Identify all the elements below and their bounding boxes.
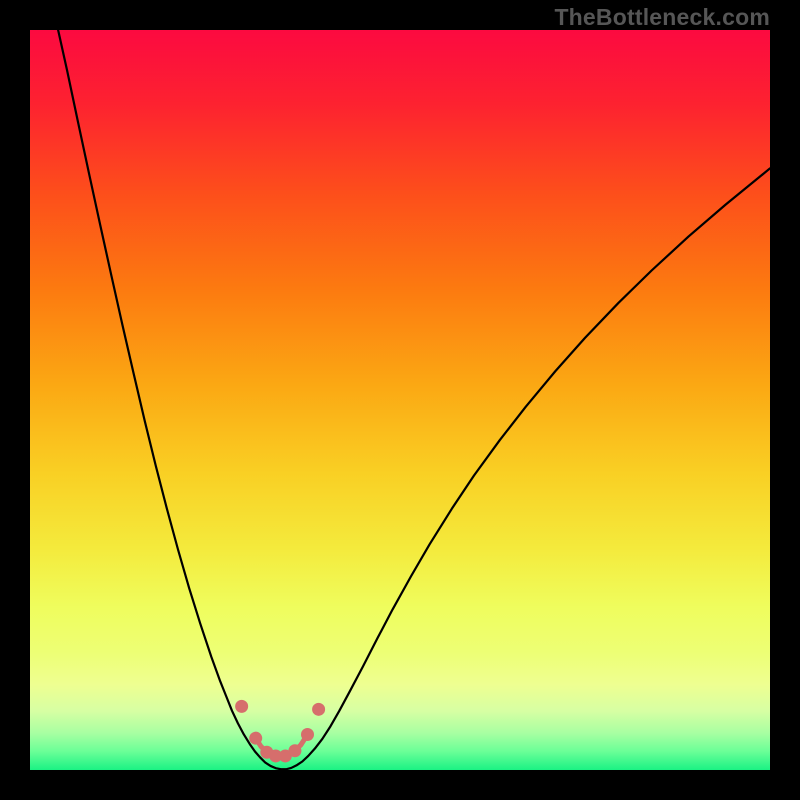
plot-area bbox=[30, 30, 770, 770]
data-marker bbox=[312, 703, 325, 716]
data-marker bbox=[249, 732, 262, 745]
chart-svg bbox=[30, 30, 770, 770]
gradient-background bbox=[30, 30, 770, 770]
data-marker bbox=[288, 744, 301, 757]
data-marker bbox=[235, 700, 248, 713]
chart-frame bbox=[30, 30, 770, 770]
data-marker bbox=[301, 728, 314, 741]
watermark-text: TheBottleneck.com bbox=[554, 4, 770, 31]
